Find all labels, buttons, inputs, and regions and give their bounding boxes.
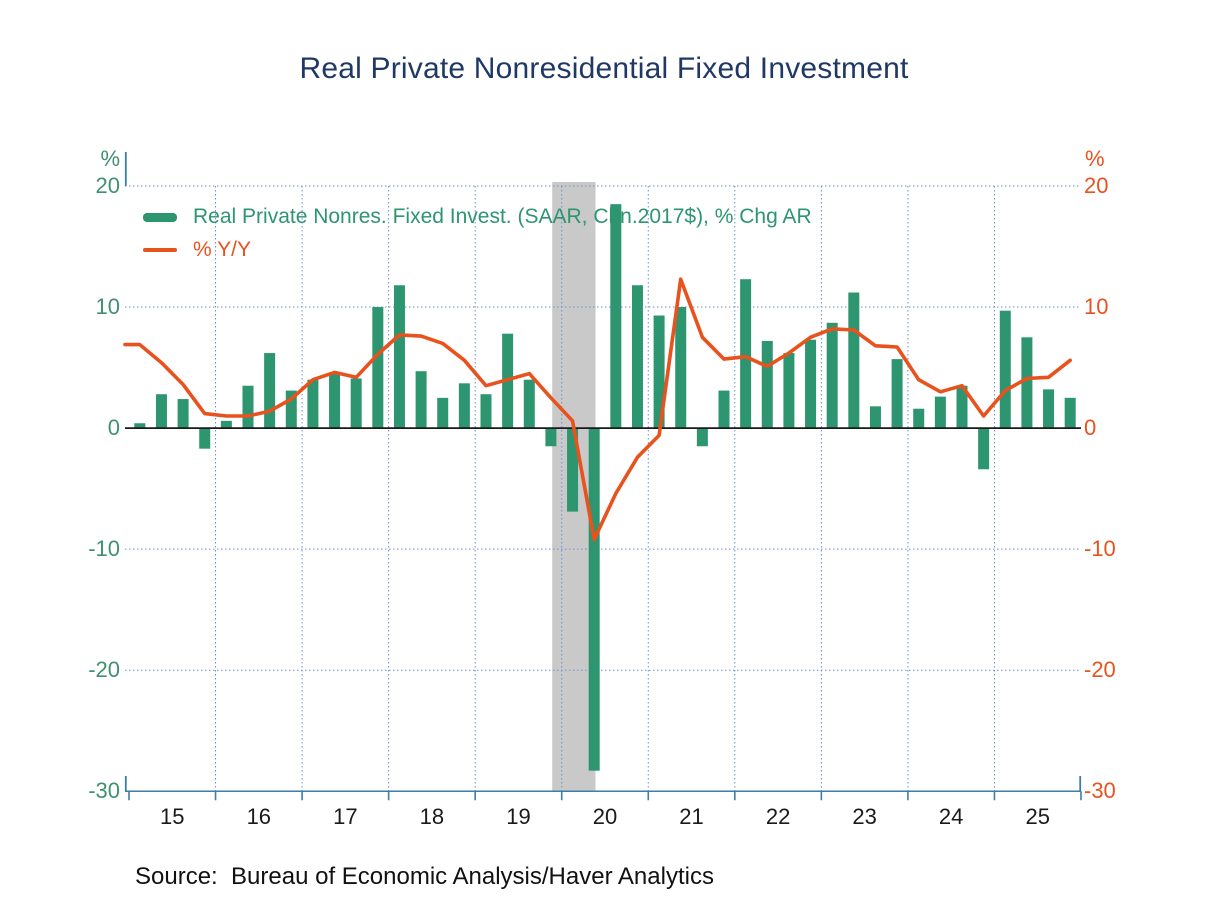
bar-2021Q4: [718, 390, 730, 429]
bar-2020Q2: [588, 428, 600, 771]
bar-2021Q1: [653, 315, 665, 429]
bar-2024Q4: [978, 428, 990, 470]
bar-2017Q1: [307, 379, 319, 429]
chart-title: Real Private Nonresidential Fixed Invest…: [299, 52, 909, 85]
bar-2020Q3: [610, 204, 622, 429]
yoy-line: [123, 277, 1072, 542]
bar-2021Q2: [675, 307, 687, 429]
bar-2017Q4: [372, 307, 384, 429]
bar-2019Q1: [480, 394, 492, 429]
bar-2019Q3: [523, 379, 535, 429]
bar-2023Q4: [891, 359, 903, 429]
bar-2022Q2: [761, 340, 773, 429]
bar-2024Q2: [934, 396, 946, 429]
bar-2025Q4: [1064, 397, 1076, 429]
bar-2024Q1: [913, 408, 925, 429]
bar-2025Q2: [1021, 337, 1033, 429]
bar-2021Q3: [696, 428, 708, 447]
bar-2023Q1: [826, 322, 838, 429]
bar-2018Q2: [415, 371, 427, 429]
bar-2024Q3: [956, 385, 968, 429]
bar-2020Q1: [567, 428, 579, 512]
bar-2022Q4: [805, 339, 817, 429]
bar-2023Q3: [869, 406, 881, 429]
source-note: Source: Bureau of Economic Analysis/Have…: [135, 863, 714, 890]
bar-2016Q2: [242, 385, 254, 429]
bar-2019Q4: [545, 428, 557, 447]
bar-2016Q1: [220, 420, 232, 429]
bar-2018Q3: [437, 397, 449, 429]
bar-2015Q3: [177, 399, 189, 429]
bar-2025Q1: [999, 310, 1011, 429]
bar-2018Q1: [393, 285, 405, 429]
bar-2020Q4: [631, 285, 643, 429]
bar-2015Q4: [199, 428, 211, 449]
bar-2017Q2: [329, 372, 341, 429]
bar-2015Q2: [155, 394, 167, 429]
bar-2022Q3: [783, 353, 795, 429]
bar-2025Q3: [1043, 389, 1055, 429]
bar-2015Q1: [134, 423, 146, 429]
bar-2023Q2: [848, 292, 860, 429]
bar-2017Q3: [350, 378, 362, 429]
bar-2016Q3: [264, 353, 276, 429]
bar-2022Q1: [740, 279, 752, 429]
bar-2016Q4: [285, 390, 297, 429]
bar-2018Q4: [458, 383, 470, 429]
